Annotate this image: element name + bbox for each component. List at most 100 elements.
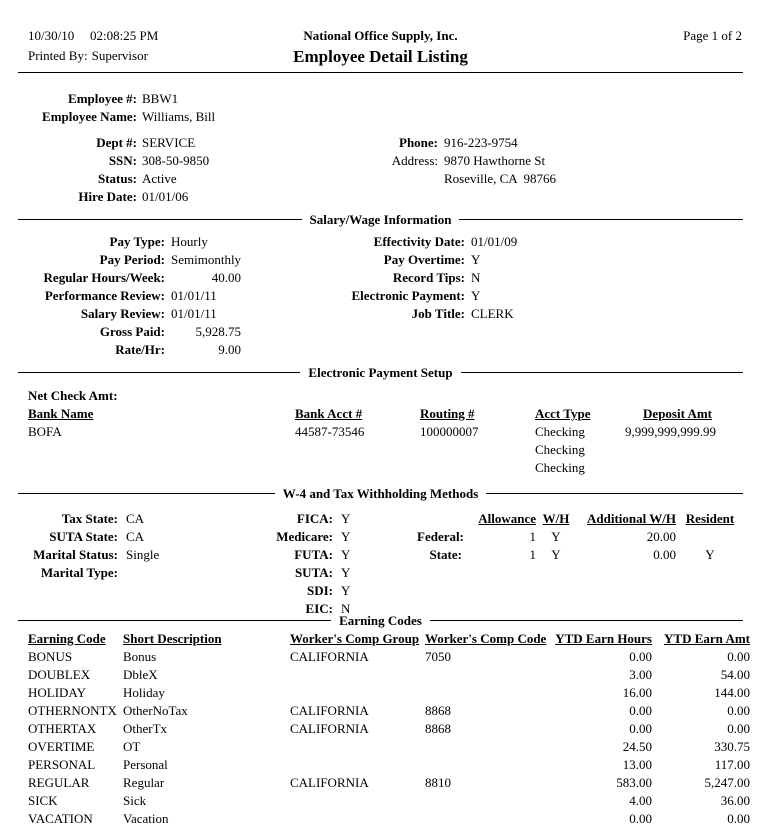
table-cell: [295, 461, 420, 479]
column-header: Allowance: [478, 511, 536, 526]
table-cell: REGULAR: [28, 775, 90, 790]
field-label: Tax State:: [61, 511, 118, 526]
field-label: Hire Date:: [78, 189, 137, 204]
column-header: Bank Name: [28, 406, 94, 421]
table-cell: [28, 461, 295, 479]
table-cell: [290, 794, 425, 812]
table-cell: Sick: [123, 793, 147, 808]
field-value: Y: [471, 288, 481, 303]
table-cell: 0.00: [629, 703, 652, 718]
section-divider-salary: Salary/Wage Information: [18, 212, 744, 227]
table-cell: 3.00: [629, 667, 652, 682]
table-cell: [425, 668, 545, 686]
withholding-table: Allowance W/H Additional W/H Resident Federa…: [417, 512, 744, 566]
table-cell: 0.00: [629, 721, 652, 736]
table-cell: [425, 812, 545, 830]
table-cell: Federal:: [417, 529, 464, 544]
table-cell: Checking: [535, 442, 585, 457]
field-value: BBW1: [142, 91, 179, 106]
field-row: FUTA: Y: [220, 548, 350, 566]
table-cell: [290, 740, 425, 758]
table-cell: Checking: [535, 424, 585, 439]
section-divider-earning-codes: Earning Codes: [18, 613, 743, 628]
field-row: Pay Type: Hourly: [0, 235, 241, 253]
field-value: Hourly: [171, 234, 208, 249]
field-label: SSN:: [108, 153, 137, 168]
field-value: 9870 Hawthorne St: [444, 153, 546, 168]
table-cell: DbleX: [123, 667, 158, 682]
section-divider-electronic-payment: Electronic Payment Setup: [18, 365, 743, 380]
table-cell: BOFA: [28, 424, 62, 439]
field-label: Gross Paid:: [99, 324, 165, 339]
column-header: Earning Code: [28, 631, 106, 646]
table-cell: 0.00: [629, 811, 652, 826]
field-value: 01/01/06: [142, 189, 189, 204]
field-value: N: [471, 270, 481, 285]
table-cell: 0.00: [629, 649, 652, 664]
table-cell: OtherNoTax: [123, 703, 188, 718]
divider-line: [486, 493, 743, 494]
company-name: National Office Supply, Inc.: [303, 28, 458, 43]
table-cell: 36.00: [720, 793, 750, 808]
printed-by: Printed By: Supervisor: [28, 49, 148, 63]
table-cell: 24.50: [622, 739, 652, 754]
field-label: Phone:: [399, 135, 438, 150]
report-title: Employee Detail Listing: [293, 47, 468, 66]
table-cell: Y: [551, 547, 561, 562]
table-cell: [676, 530, 744, 548]
table-cell: 117.00: [714, 757, 750, 772]
table-cell: 330.75: [714, 739, 750, 754]
table-cell: 20.00: [646, 529, 676, 544]
field-value: 01/01/11: [171, 306, 217, 321]
table-cell: 13.00: [622, 757, 652, 772]
column-header: Worker's Comp Code: [425, 631, 547, 646]
earning-codes-table: Earning Code Short Description Worker's Co…: [28, 632, 750, 830]
employee-contact: Phone: 916-223-9754 Address: 9870 Hawthorne…: [300, 136, 556, 190]
table-cell: 8868: [425, 703, 451, 718]
field-label: Medicare:: [276, 529, 333, 544]
field-value: 9.00: [218, 342, 241, 357]
field-row: Salary Review: 01/01/11: [0, 307, 241, 325]
print-time: 02:08:25 PM: [90, 28, 159, 43]
field-row: Roseville, CA 98766: [300, 172, 556, 190]
table-cell: [425, 740, 545, 758]
table-cell: 100000007: [420, 424, 479, 439]
table-cell: BONUS: [28, 649, 73, 664]
table-cell: 144.00: [714, 685, 750, 700]
salary-left-column: Pay Type: Hourly Pay Period: Semimonthly Reg…: [0, 235, 242, 361]
printed-by-value: Supervisor: [91, 48, 148, 63]
table-cell: PERSONAL: [28, 757, 96, 772]
print-date: 10/30/10: [28, 28, 75, 43]
table-cell: State:: [429, 547, 463, 562]
field-row: SUTA State: CA: [0, 530, 159, 548]
column-header: Routing #: [420, 406, 475, 421]
field-value: CA: [126, 529, 145, 544]
field-row: Performance Review: 01/01/11: [0, 289, 241, 307]
field-row: SUTA: Y: [220, 566, 350, 584]
column-header: Additional W/H: [587, 511, 676, 526]
field-label: FICA:: [296, 511, 333, 526]
column-header: Acct Type: [535, 406, 591, 421]
table-cell: CALIFORNIA: [290, 703, 369, 718]
table-cell: Holiday: [123, 685, 165, 700]
table-cell: SICK: [28, 793, 58, 808]
section-title-w4: W-4 and Tax Withholding Methods: [282, 486, 479, 501]
divider-line: [18, 219, 302, 220]
field-label: EIC:: [305, 601, 333, 616]
table-cell: OVERTIME: [28, 739, 95, 754]
field-label: Electronic Payment:: [351, 288, 465, 303]
table-cell: 0.00: [727, 721, 750, 736]
field-value: Y: [341, 565, 351, 580]
table-cell: 0.00: [727, 811, 750, 826]
employee-detail-left: Dept #: SERVICE SSN: 308-50-9850 Status: Acti…: [0, 136, 209, 208]
field-label: Pay Overtime:: [383, 252, 465, 267]
field-value: Y: [341, 511, 351, 526]
table-cell: [290, 686, 425, 704]
field-label: SUTA State:: [49, 529, 118, 544]
table-cell: 44587-73546: [295, 424, 365, 439]
table-cell: 1: [529, 529, 537, 544]
field-label: Performance Review:: [44, 288, 165, 303]
field-row: Rate/Hr: 9.00: [0, 343, 241, 361]
divider-line: [429, 620, 743, 621]
field-row: Marital Status: Single: [0, 548, 159, 566]
